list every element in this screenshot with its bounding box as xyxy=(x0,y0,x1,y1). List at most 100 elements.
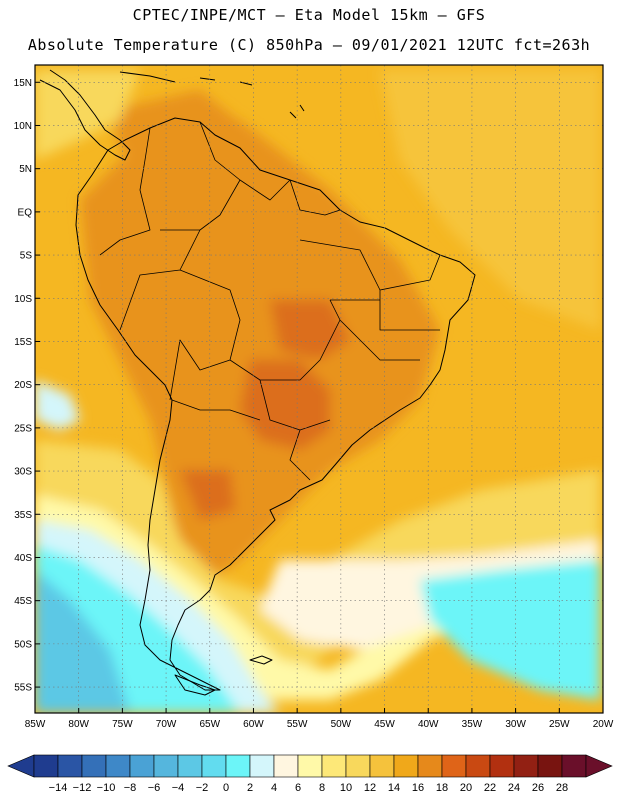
colorbar-swatch xyxy=(225,754,251,778)
lon-tick-label: 55W xyxy=(287,719,308,730)
colorbar-swatch xyxy=(153,754,179,778)
lon-tick-label: 30W xyxy=(505,719,526,730)
lat-tick-label: EQ xyxy=(18,207,33,218)
colorbar-swatch xyxy=(345,754,371,778)
lat-lon-grid xyxy=(35,65,603,713)
lat-tick-label: 50S xyxy=(14,639,32,650)
caribbean-islands xyxy=(119,71,305,119)
colorbar-swatch xyxy=(369,754,395,778)
field-land-hot xyxy=(80,120,440,580)
colorbar-lower-arrow xyxy=(7,754,35,778)
colorbar-swatch xyxy=(297,754,323,778)
colorbar-label: 20 xyxy=(460,782,472,794)
colorbar-swatch xyxy=(513,754,539,778)
lat-tick-label: 30S xyxy=(14,467,32,478)
lon-tick-label: 35W xyxy=(462,719,483,730)
colorbar-swatch xyxy=(441,754,467,778)
colorbar-swatch xyxy=(321,754,347,778)
coastlines xyxy=(39,69,476,696)
field-cold-patch xyxy=(35,380,80,430)
lon-tick-label: 70W xyxy=(156,719,177,730)
temperature-field xyxy=(35,65,603,713)
lat-tick-label: 10N xyxy=(14,121,32,132)
colorbar-swatch xyxy=(393,754,419,778)
lon-tick-label: 50W xyxy=(331,719,352,730)
colorbar-swatch xyxy=(489,754,515,778)
lat-tick-label: 55S xyxy=(14,683,32,694)
lat-tick-label: 5N xyxy=(19,164,32,175)
colorbar-label: 12 xyxy=(364,782,376,794)
lon-tick-label: 20W xyxy=(593,719,614,730)
colorbar-label: 4 xyxy=(271,782,277,794)
colorbar-label: 16 xyxy=(412,782,424,794)
colorbar-label: 26 xyxy=(532,782,544,794)
colorbar-label: −4 xyxy=(172,782,185,794)
colorbar-label: 10 xyxy=(340,782,352,794)
colorbar-label: 22 xyxy=(484,782,496,794)
colorbar-label: −10 xyxy=(97,782,116,794)
colorbar-swatch xyxy=(33,754,59,778)
colorbar-label: 14 xyxy=(388,782,400,794)
colorbar-swatch xyxy=(57,754,83,778)
colorbar-swatch xyxy=(417,754,443,778)
colorbar-swatch xyxy=(81,754,107,778)
lat-tick-label: 15S xyxy=(14,337,32,348)
colorbar-label: 2 xyxy=(247,782,253,794)
lon-tick-label: 25W xyxy=(549,719,570,730)
colorbar-label: −14 xyxy=(49,782,68,794)
colorbar-swatch xyxy=(561,754,587,778)
lon-tick-label: 65W xyxy=(199,719,220,730)
colorbar-swatch xyxy=(249,754,275,778)
colorbar-label: −2 xyxy=(196,782,209,794)
field-land-hot-north xyxy=(110,90,250,160)
colorbar-label: 0 xyxy=(223,782,229,794)
central-america-coastline xyxy=(39,69,131,161)
colorbar-label: 28 xyxy=(556,782,568,794)
colorbar: −14 −12 −10 −8 −6 −4 −2 0 2 4 6 8 10 12 14 16 18 20 22 24 26… xyxy=(7,754,613,794)
colorbar-swatch xyxy=(537,754,563,778)
tierra-del-fuego xyxy=(174,674,216,696)
lat-tick-label: 15N xyxy=(14,78,32,89)
lat-tick-label: 25S xyxy=(14,423,32,434)
map-frame xyxy=(34,64,604,714)
lat-tick-label: 45S xyxy=(14,596,32,607)
colorbar-swatch xyxy=(129,754,155,778)
colorbar-label: 24 xyxy=(508,782,520,794)
colorbar-swatch xyxy=(177,754,203,778)
lon-tick-label: 60W xyxy=(243,719,264,730)
lon-tick-label: 80W xyxy=(68,719,89,730)
lon-tick-label: 75W xyxy=(112,719,133,730)
lat-tick-label: 10S xyxy=(14,294,32,305)
lat-tick-label: 35S xyxy=(14,510,32,521)
colorbar-swatch xyxy=(105,754,131,778)
map-subtitle: Absolute Temperature (C) 850hPa – 09/01/… xyxy=(27,36,591,54)
field-core-hot-3 xyxy=(180,470,235,520)
colorbar-swatch xyxy=(465,754,491,778)
lat-tick-label: 5S xyxy=(20,251,33,262)
colorbar-upper-arrow xyxy=(585,754,613,778)
colorbar-label: −6 xyxy=(148,782,161,794)
latitude-axis: 15N 10N 5N EQ 5S 10S 15S 20S 25S 30S 35S 40S 45S 50S 5… xyxy=(14,78,40,694)
lon-tick-label: 45W xyxy=(374,719,395,730)
longitude-axis: 85W 80W 75W 70W 65W 60W 55W 50W 45W 40W 35W 30W 25W 2… xyxy=(25,708,614,730)
lon-tick-label: 40W xyxy=(418,719,439,730)
colorbar-swatch xyxy=(273,754,299,778)
map-title: CPTEC/INPE/MCT – Eta Model 15km – GFS xyxy=(132,6,486,24)
lat-tick-label: 20S xyxy=(14,380,32,391)
colorbar-label: −8 xyxy=(124,782,137,794)
lat-tick-label: 40S xyxy=(14,553,32,564)
falkland-islands xyxy=(249,655,273,665)
political-borders xyxy=(99,121,441,481)
field-cyan-dark xyxy=(35,570,130,713)
lon-tick-label: 85W xyxy=(25,719,46,730)
colorbar-label: 8 xyxy=(319,782,325,794)
colorbar-label: 6 xyxy=(295,782,301,794)
south-america-coastline xyxy=(75,117,476,691)
field-cyan-se xyxy=(420,560,600,700)
field-ocean-warm xyxy=(380,70,600,330)
colorbar-swatch xyxy=(201,754,227,778)
field-mild-south xyxy=(35,440,600,690)
colorbar-label: 18 xyxy=(436,782,448,794)
field-core-hot-2 xyxy=(270,300,350,360)
